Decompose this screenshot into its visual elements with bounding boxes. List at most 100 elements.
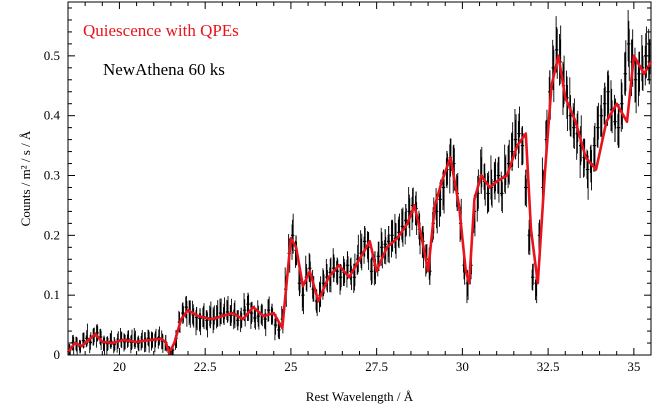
data-point bbox=[352, 253, 357, 293]
data-point bbox=[332, 248, 336, 283]
data-point bbox=[225, 296, 230, 323]
data-point bbox=[126, 330, 130, 348]
data-point bbox=[589, 144, 593, 191]
data-point bbox=[572, 98, 576, 149]
data-point bbox=[506, 139, 511, 189]
data-point bbox=[215, 300, 219, 329]
data-point bbox=[349, 257, 353, 291]
data-point bbox=[218, 298, 223, 327]
y-axis-label: Counts / m² / s / Å bbox=[18, 130, 33, 226]
data-point bbox=[517, 106, 521, 168]
data-point bbox=[194, 306, 199, 336]
data-point bbox=[208, 301, 213, 329]
data-point bbox=[242, 293, 247, 327]
data-point bbox=[493, 158, 497, 200]
data-point bbox=[623, 40, 627, 96]
data-point bbox=[102, 335, 106, 355]
data-point bbox=[345, 251, 350, 288]
data-point bbox=[249, 301, 254, 329]
data-point bbox=[626, 10, 631, 82]
data-point bbox=[520, 126, 525, 166]
data-point bbox=[530, 263, 535, 291]
data-point bbox=[640, 34, 645, 92]
data-point bbox=[198, 308, 202, 336]
data-point bbox=[482, 163, 487, 206]
model-line bbox=[66, 54, 653, 355]
y-tick-label: 0.2 bbox=[44, 227, 60, 242]
data-point bbox=[390, 219, 394, 258]
x-tick-label: 25 bbox=[284, 359, 297, 374]
x-tick-label: 20 bbox=[113, 359, 126, 374]
data-point bbox=[609, 80, 614, 134]
x-tick-label: 22.5 bbox=[194, 359, 217, 374]
legend: Quiescence with QPEs NewAthena 60 ks bbox=[83, 21, 239, 79]
data-point bbox=[188, 300, 192, 328]
data-point bbox=[400, 207, 405, 247]
data-point bbox=[143, 332, 147, 353]
data-point bbox=[136, 335, 141, 352]
data-point bbox=[616, 103, 621, 148]
data-point bbox=[222, 297, 226, 325]
data-point bbox=[489, 155, 494, 208]
data-point bbox=[602, 82, 607, 125]
data-point bbox=[236, 310, 240, 331]
x-tick-label: 35 bbox=[627, 359, 640, 374]
data-point bbox=[606, 70, 610, 126]
data-point bbox=[263, 308, 267, 337]
model-layer bbox=[66, 54, 653, 355]
data-point bbox=[503, 144, 507, 194]
data-point bbox=[105, 336, 110, 355]
data-point bbox=[325, 258, 329, 293]
data-point bbox=[246, 292, 250, 322]
y-tick-label: 0.5 bbox=[44, 48, 60, 63]
data-point bbox=[308, 252, 312, 288]
data-point bbox=[359, 230, 363, 271]
data-point bbox=[592, 123, 597, 172]
y-tick-label: 0.1 bbox=[44, 287, 60, 302]
data-point bbox=[486, 171, 490, 214]
axis-ticks bbox=[67, 2, 652, 356]
data-point bbox=[479, 146, 483, 194]
data-point bbox=[146, 329, 151, 353]
data-point bbox=[112, 337, 117, 354]
data-point bbox=[290, 213, 295, 260]
data-point bbox=[301, 283, 305, 315]
data-point bbox=[596, 102, 600, 148]
plot-area bbox=[67, 1, 652, 356]
x-tick-label: 27.5 bbox=[365, 359, 388, 374]
y-tick-label: 0.4 bbox=[44, 108, 61, 123]
data-point bbox=[500, 171, 504, 213]
data-point bbox=[122, 333, 127, 352]
x-axis-label: Rest Wavelength / Å bbox=[306, 389, 414, 404]
x-tick-label: 30 bbox=[456, 359, 469, 374]
legend-entry-data: NewAthena 60 ks bbox=[103, 60, 225, 79]
data-point bbox=[393, 213, 398, 259]
axis-tick-labels: 20 22.5 25 27.5 30 32.5 35 0 0.1 0.2 0.3 0.4 0.5 bbox=[44, 48, 641, 374]
y-tick-label: 0.3 bbox=[44, 168, 60, 183]
data-point bbox=[109, 330, 113, 349]
data-point bbox=[613, 94, 617, 143]
legend-entry-model: Quiescence with QPEs bbox=[83, 21, 239, 40]
data-point bbox=[229, 298, 233, 327]
data-point bbox=[620, 79, 624, 132]
data-point bbox=[356, 234, 360, 276]
data-point bbox=[205, 310, 209, 338]
data-point bbox=[386, 225, 391, 264]
data-point bbox=[266, 296, 271, 323]
data-point bbox=[407, 187, 411, 237]
data-point bbox=[647, 28, 651, 85]
data-point bbox=[397, 213, 401, 249]
data-point bbox=[119, 328, 123, 348]
data-point bbox=[366, 231, 370, 270]
plot-frame bbox=[67, 1, 652, 356]
data-point bbox=[362, 225, 367, 264]
x-tick-label: 32.5 bbox=[537, 359, 560, 374]
data-point bbox=[133, 327, 137, 349]
y-tick-label: 0 bbox=[54, 347, 61, 362]
data-point bbox=[599, 95, 603, 142]
data-point bbox=[524, 169, 528, 208]
data-point bbox=[369, 252, 374, 285]
data-point bbox=[585, 149, 590, 200]
data-point bbox=[88, 332, 93, 354]
